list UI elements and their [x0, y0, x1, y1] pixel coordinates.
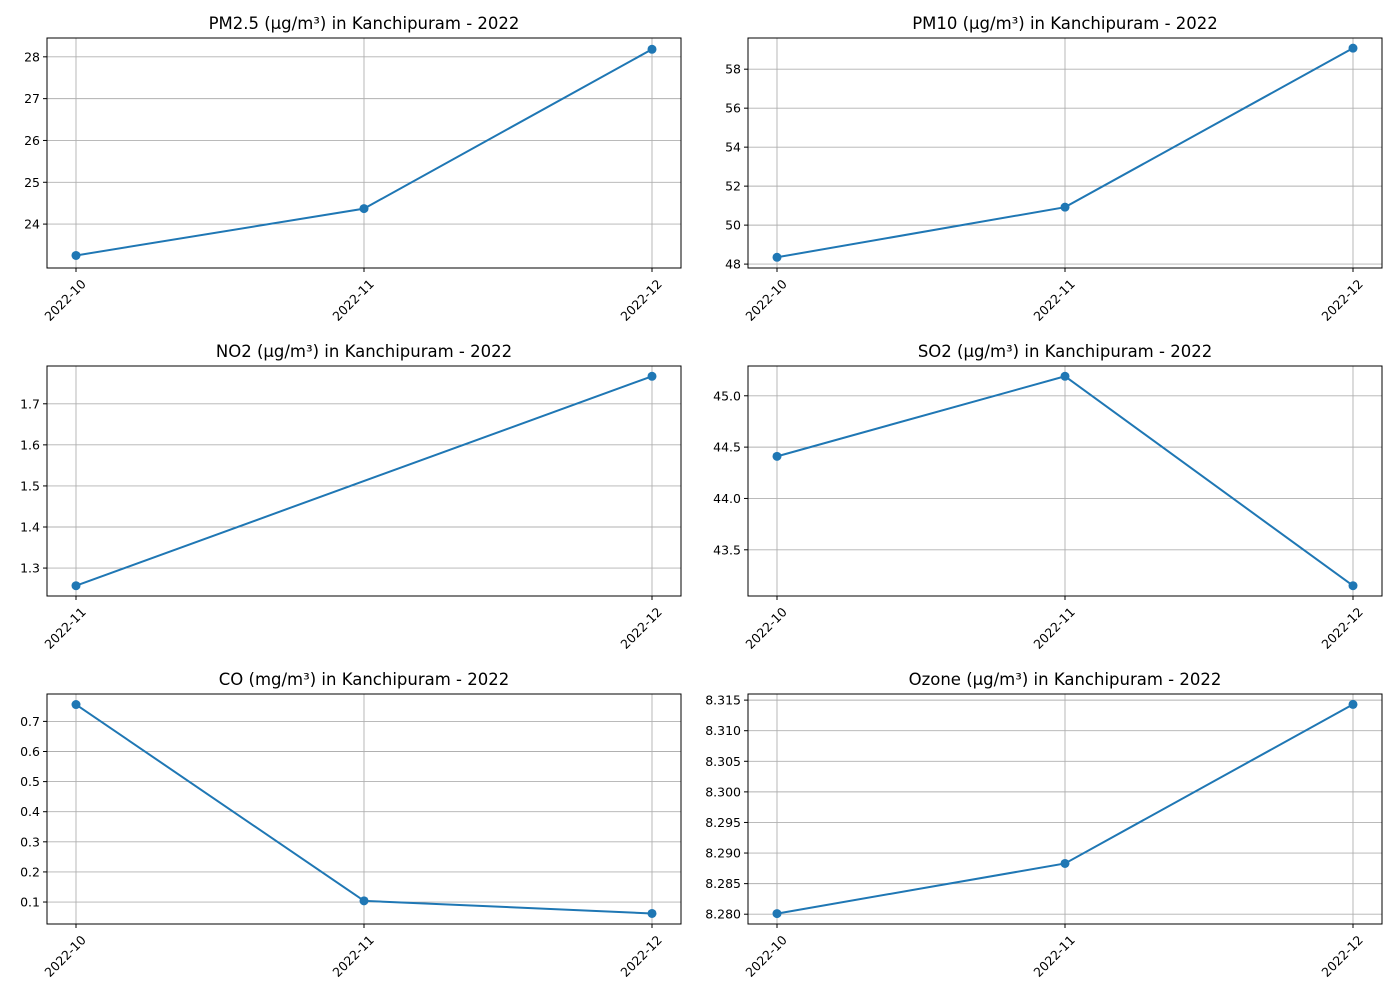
subplot-2: 48 50 52 54 56 58 2022-10 2022-11 2022-12 PM10 (µ… [725, 14, 1383, 324]
y-tick-label: 0.5 [20, 774, 40, 789]
y-tick-label: 8.305 [705, 754, 741, 769]
y-tick-label: 8.300 [705, 784, 741, 799]
x-tick-label: 2022-10 [742, 604, 790, 652]
data-point [1060, 858, 1070, 868]
data-point [772, 252, 782, 262]
subplot-3: 1.3 1.4 1.5 1.6 1.7 2022-11 2022-12 NO2 (µg/m³)… [20, 342, 682, 652]
data-point [359, 204, 369, 214]
y-tick-label: 54 [725, 140, 741, 155]
data-point [1060, 371, 1070, 381]
y-tick-label: 43.5 [713, 542, 741, 557]
y-tick-label: 27 [24, 91, 40, 106]
y-tick-label: 8.285 [705, 876, 741, 891]
x-tick-label: 2022-12 [1318, 276, 1366, 324]
data-point [772, 451, 782, 461]
data-point [71, 250, 81, 260]
y-tick-label: 48 [725, 257, 741, 272]
y-tick-label: 8.295 [705, 815, 741, 830]
data-point [772, 909, 782, 919]
data-point [1348, 43, 1358, 53]
y-tick-label: 1.7 [20, 396, 40, 411]
y-tick-label: 44.0 [713, 491, 741, 506]
subplot-4: 43.5 44.0 44.5 45.0 2022-10 2022-11 2022-12 SO2… [713, 342, 1383, 652]
data-point [647, 371, 657, 381]
y-tick-label: 28 [24, 49, 40, 64]
subplot-6: 8.280 8.285 8.290 8.295 8.300 8.305 8.310 8.315… [705, 670, 1383, 980]
series-line [75, 375, 653, 587]
x-tick-label: 2022-11 [329, 932, 377, 980]
x-tick-label: 2022-10 [742, 932, 790, 980]
y-tick-label: 8.310 [705, 723, 741, 738]
y-tick-label: 52 [725, 179, 741, 194]
y-tick-label: 1.4 [20, 520, 40, 535]
x-tick-label: 2022-10 [742, 276, 790, 324]
y-tick-label: 26 [24, 133, 40, 148]
data-point [1060, 202, 1070, 212]
y-tick-label: 1.5 [20, 478, 40, 493]
chart-title: PM2.5 (µg/m³) in Kanchipuram - 2022 [209, 14, 520, 33]
x-tick-label: 2022-11 [41, 604, 89, 652]
y-tick-label: 44.5 [713, 440, 741, 455]
y-tick-label: 0.6 [20, 744, 40, 759]
y-tick-label: 8.290 [705, 846, 741, 861]
y-tick-label: 0.1 [20, 895, 40, 910]
x-tick-label: 2022-10 [41, 276, 89, 324]
y-tick-label: 56 [725, 101, 741, 116]
x-tick-label: 2022-12 [617, 604, 665, 652]
y-tick-label: 8.315 [705, 693, 741, 708]
subplot-5: 0.1 0.2 0.3 0.4 0.5 0.6 0.7 2022-10 2022-11 2022-… [20, 670, 682, 980]
y-tick-label: 24 [24, 217, 40, 232]
data-point [647, 908, 657, 918]
x-tick-label: 2022-11 [329, 276, 377, 324]
data-point [71, 700, 81, 710]
subplot-1: 24 25 26 27 28 2022-10 2022-11 2022-12 PM2.5 (µg… [24, 14, 682, 324]
y-tick-label: 8.280 [705, 907, 741, 922]
y-tick-label: 0.4 [20, 804, 40, 819]
y-tick-label: 1.6 [20, 437, 40, 452]
chart-title: SO2 (µg/m³) in Kanchipuram - 2022 [918, 342, 1212, 361]
x-tick-label: 2022-12 [617, 932, 665, 980]
y-tick-label: 0.7 [20, 714, 40, 729]
data-point [71, 581, 81, 591]
y-tick-label: 58 [725, 62, 741, 77]
chart-title: NO2 (µg/m³) in Kanchipuram - 2022 [216, 342, 512, 361]
x-tick-label: 2022-12 [1318, 604, 1366, 652]
y-tick-label: 25 [24, 175, 40, 190]
y-tick-label: 45.0 [713, 388, 741, 403]
y-tick-label: 50 [725, 218, 741, 233]
data-point [647, 44, 657, 54]
y-tick-label: 1.3 [20, 561, 40, 576]
x-tick-label: 2022-11 [1030, 604, 1078, 652]
x-tick-label: 2022-11 [1030, 932, 1078, 980]
x-tick-label: 2022-12 [1318, 932, 1366, 980]
chart-title: PM10 (µg/m³) in Kanchipuram - 2022 [912, 14, 1218, 33]
x-tick-label: 2022-11 [1030, 276, 1078, 324]
chart-title: Ozone (µg/m³) in Kanchipuram - 2022 [909, 670, 1222, 689]
data-point [1348, 581, 1358, 591]
x-tick-label: 2022-10 [41, 932, 89, 980]
axes-frame [46, 365, 682, 597]
y-tick-label: 0.3 [20, 834, 40, 849]
data-point [359, 896, 369, 906]
x-tick-label: 2022-12 [617, 276, 665, 324]
y-tick-label: 0.2 [20, 864, 40, 879]
chart-title: CO (mg/m³) in Kanchipuram - 2022 [219, 670, 510, 689]
data-point [1348, 699, 1358, 709]
